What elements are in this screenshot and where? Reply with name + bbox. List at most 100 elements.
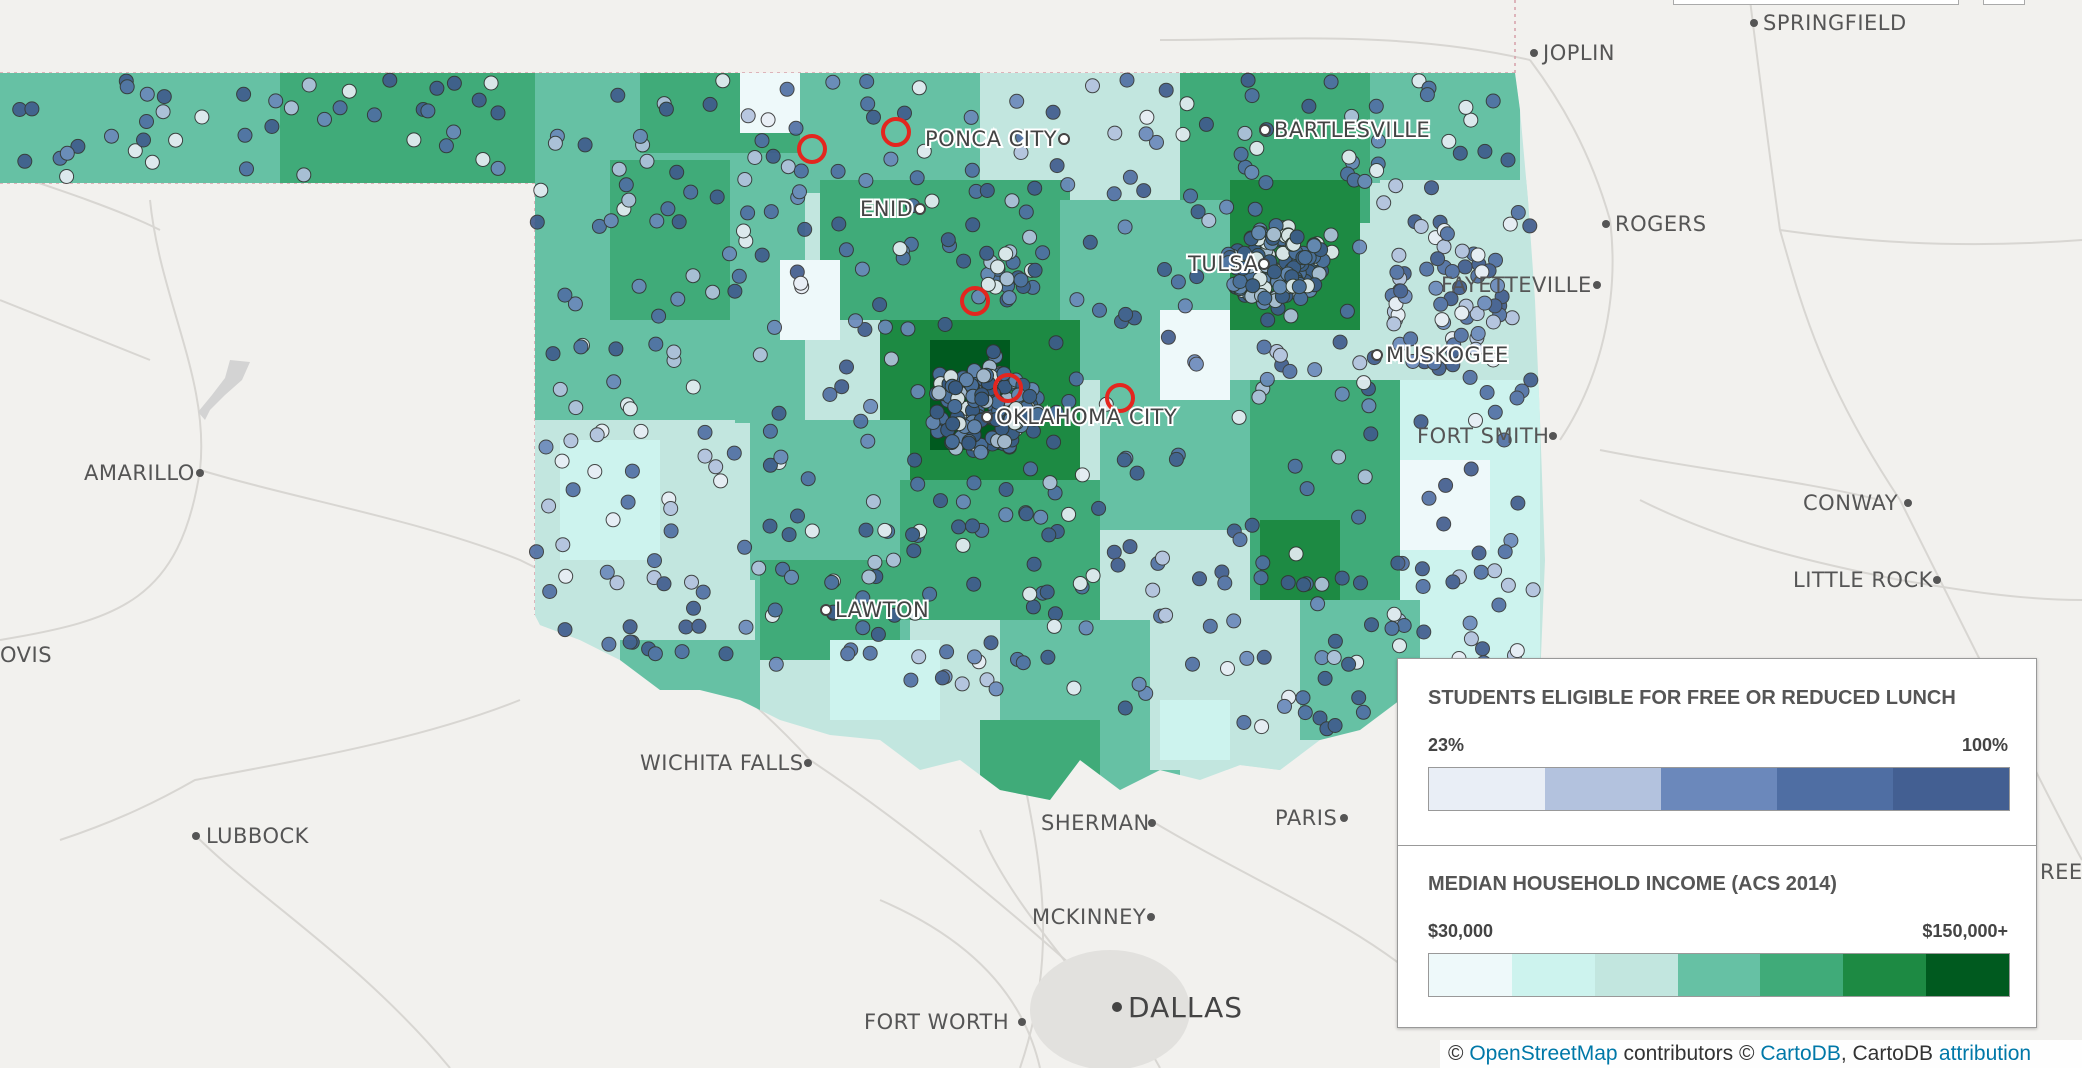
- school-dot[interactable]: [831, 216, 847, 232]
- school-dot[interactable]: [1168, 451, 1184, 467]
- school-dot[interactable]: [446, 124, 462, 140]
- school-dot[interactable]: [1326, 650, 1342, 665]
- school-dot[interactable]: [1500, 577, 1516, 593]
- school-dot[interactable]: [1221, 255, 1236, 271]
- school-dot[interactable]: [1046, 434, 1062, 450]
- school-dot[interactable]: [1491, 597, 1507, 613]
- top-control-fragment-2[interactable]: [1983, 0, 2025, 5]
- school-dot[interactable]: [974, 391, 990, 407]
- school-dot[interactable]: [1272, 347, 1288, 363]
- school-dot[interactable]: [1434, 312, 1450, 328]
- school-dot[interactable]: [1487, 404, 1503, 420]
- school-dot[interactable]: [922, 586, 938, 602]
- school-dot[interactable]: [683, 184, 699, 200]
- school-dot[interactable]: [966, 475, 982, 491]
- school-dot[interactable]: [1306, 238, 1322, 254]
- school-dot[interactable]: [1066, 680, 1082, 696]
- school-dot[interactable]: [1131, 676, 1147, 692]
- school-dot[interactable]: [945, 416, 961, 432]
- school-dot[interactable]: [792, 184, 807, 200]
- school-dot[interactable]: [1470, 247, 1486, 263]
- school-dot[interactable]: [854, 261, 870, 277]
- school-dot[interactable]: [1283, 308, 1299, 324]
- school-dot[interactable]: [1352, 355, 1368, 371]
- school-dot[interactable]: [674, 644, 690, 660]
- school-dot[interactable]: [1413, 219, 1429, 234]
- school-dot[interactable]: [1364, 617, 1379, 633]
- school-dot[interactable]: [1129, 465, 1145, 481]
- school-dot[interactable]: [983, 635, 999, 651]
- school-dot[interactable]: [1289, 229, 1305, 245]
- school-dot[interactable]: [1509, 390, 1525, 406]
- school-dot[interactable]: [620, 494, 636, 510]
- school-dot[interactable]: [529, 214, 545, 230]
- school-dot[interactable]: [660, 201, 676, 217]
- school-dot[interactable]: [1042, 475, 1058, 491]
- school-dot[interactable]: [1353, 575, 1368, 591]
- school-dot[interactable]: [1419, 261, 1435, 277]
- school-dot[interactable]: [1416, 624, 1432, 640]
- school-dot[interactable]: [1023, 461, 1038, 477]
- school-dot[interactable]: [1179, 96, 1195, 112]
- school-dot[interactable]: [737, 539, 753, 555]
- school-dot[interactable]: [1256, 649, 1272, 665]
- school-dot[interactable]: [239, 161, 254, 177]
- school-dot[interactable]: [651, 308, 667, 324]
- school-dot[interactable]: [144, 154, 160, 170]
- school-dot[interactable]: [1118, 306, 1134, 322]
- school-dot[interactable]: [1510, 205, 1526, 220]
- school-dot[interactable]: [621, 192, 637, 208]
- school-dot[interactable]: [1122, 539, 1138, 555]
- school-dot[interactable]: [911, 649, 927, 665]
- school-dot[interactable]: [1307, 362, 1323, 378]
- school-dot[interactable]: [848, 313, 863, 329]
- school-dot[interactable]: [1396, 618, 1412, 633]
- highlight-circle[interactable]: [797, 134, 827, 164]
- school-dot[interactable]: [998, 246, 1014, 262]
- school-dot[interactable]: [691, 618, 707, 634]
- school-dot[interactable]: [877, 522, 893, 538]
- school-dot[interactable]: [1185, 656, 1200, 672]
- school-dot[interactable]: [1033, 509, 1049, 525]
- school-dot[interactable]: [863, 398, 879, 414]
- school-dot[interactable]: [793, 275, 809, 291]
- school-dot[interactable]: [1240, 72, 1256, 88]
- school-dot[interactable]: [979, 183, 995, 198]
- school-dot[interactable]: [1259, 371, 1275, 387]
- school-dot[interactable]: [1170, 274, 1186, 290]
- school-dot[interactable]: [1110, 557, 1126, 573]
- school-dot[interactable]: [490, 160, 506, 176]
- school-dot[interactable]: [127, 143, 143, 159]
- school-dot[interactable]: [1201, 213, 1217, 228]
- school-dot[interactable]: [631, 278, 647, 294]
- school-dot[interactable]: [1149, 134, 1164, 150]
- school-dot[interactable]: [1500, 152, 1516, 168]
- school-dot[interactable]: [1341, 656, 1357, 672]
- school-dot[interactable]: [1045, 104, 1061, 120]
- school-dot[interactable]: [1249, 140, 1265, 156]
- school-dot[interactable]: [1026, 556, 1042, 572]
- school-dot[interactable]: [658, 101, 674, 117]
- school-dot[interactable]: [567, 296, 583, 312]
- school-dot[interactable]: [70, 138, 86, 154]
- school-dot[interactable]: [1334, 386, 1350, 402]
- school-dot[interactable]: [155, 104, 171, 120]
- school-dot[interactable]: [1473, 564, 1489, 580]
- school-dot[interactable]: [686, 600, 701, 616]
- school-dot[interactable]: [910, 384, 926, 400]
- school-dot[interactable]: [931, 385, 947, 401]
- school-dot[interactable]: [939, 644, 955, 660]
- school-dot[interactable]: [825, 74, 841, 90]
- school-dot[interactable]: [1504, 310, 1520, 326]
- school-dot[interactable]: [1232, 532, 1248, 548]
- school-dot[interactable]: [136, 132, 151, 148]
- school-dot[interactable]: [59, 169, 75, 184]
- school-dot[interactable]: [781, 527, 797, 543]
- school-dot[interactable]: [1046, 618, 1062, 634]
- school-dot[interactable]: [708, 459, 724, 475]
- school-dot[interactable]: [1244, 517, 1260, 533]
- school-dot[interactable]: [1391, 247, 1407, 263]
- school-dot[interactable]: [840, 646, 856, 662]
- school-dot[interactable]: [1280, 575, 1296, 591]
- school-dot[interactable]: [1424, 180, 1439, 196]
